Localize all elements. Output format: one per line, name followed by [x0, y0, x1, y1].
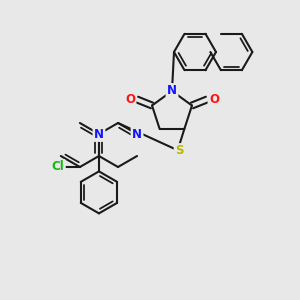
Text: O: O	[125, 93, 135, 106]
Text: N: N	[132, 128, 142, 140]
Text: Cl: Cl	[52, 160, 64, 173]
Text: S: S	[175, 145, 184, 158]
Text: O: O	[209, 93, 219, 106]
Text: N: N	[167, 85, 177, 98]
Text: N: N	[94, 128, 104, 140]
